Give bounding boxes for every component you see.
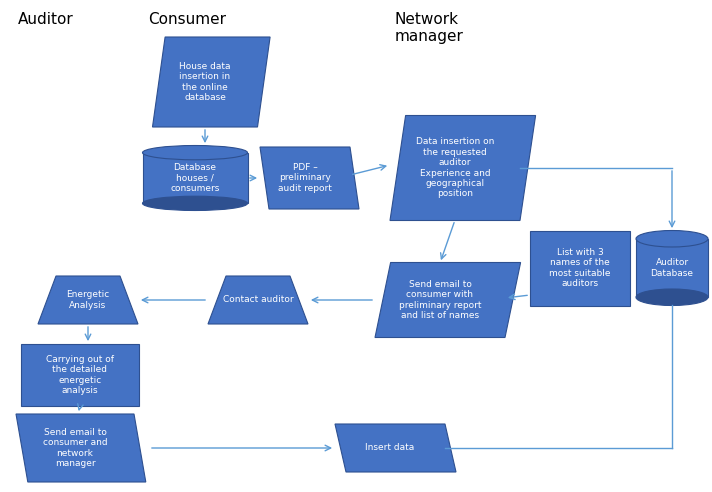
Ellipse shape xyxy=(636,289,708,306)
Polygon shape xyxy=(260,147,359,209)
Text: Send email to
consumer with
preliminary report
and list of names: Send email to consumer with preliminary … xyxy=(399,280,481,320)
Polygon shape xyxy=(38,276,138,324)
Text: Auditor
Database: Auditor Database xyxy=(651,258,693,277)
Ellipse shape xyxy=(142,146,248,160)
Polygon shape xyxy=(152,37,270,127)
Ellipse shape xyxy=(142,196,248,211)
Polygon shape xyxy=(142,153,248,203)
Text: Energetic
Analysis: Energetic Analysis xyxy=(66,290,110,309)
Text: Network
manager: Network manager xyxy=(395,12,464,44)
Polygon shape xyxy=(390,116,535,220)
Polygon shape xyxy=(375,263,520,338)
Text: Carrying out of
the detailed
energetic
analysis: Carrying out of the detailed energetic a… xyxy=(46,355,114,395)
Text: Data insertion on
the requested
auditor
Experience and
geographical
position: Data insertion on the requested auditor … xyxy=(416,137,494,198)
Text: PDF –
preliminary
audit report: PDF – preliminary audit report xyxy=(278,163,332,193)
Text: Send email to
consumer and
network
manager: Send email to consumer and network manag… xyxy=(43,428,108,468)
Polygon shape xyxy=(208,276,308,324)
Text: Database
houses /
consumers: Database houses / consumers xyxy=(170,163,220,193)
Polygon shape xyxy=(636,239,708,297)
Text: Insert data: Insert data xyxy=(365,443,414,453)
Text: House data
insertion in
the online
database: House data insertion in the online datab… xyxy=(179,62,231,102)
Ellipse shape xyxy=(636,230,708,247)
Text: Auditor: Auditor xyxy=(18,12,74,27)
FancyBboxPatch shape xyxy=(530,230,630,306)
Text: Contact auditor: Contact auditor xyxy=(223,296,293,305)
Polygon shape xyxy=(335,424,456,472)
Text: Consumer: Consumer xyxy=(148,12,226,27)
Polygon shape xyxy=(16,414,146,482)
FancyBboxPatch shape xyxy=(21,344,139,406)
Text: List with 3
names of the
most suitable
auditors: List with 3 names of the most suitable a… xyxy=(549,248,611,288)
